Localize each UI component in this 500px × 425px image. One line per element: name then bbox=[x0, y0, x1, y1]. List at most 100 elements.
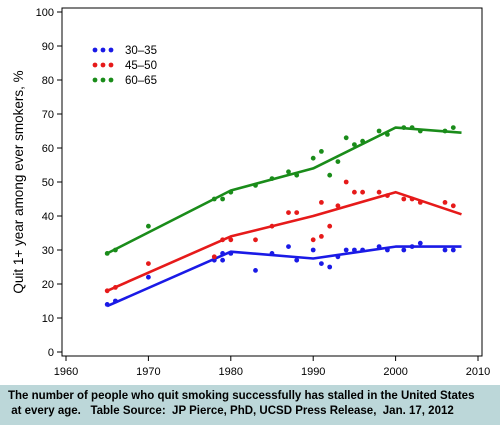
data-point bbox=[146, 274, 151, 280]
data-point bbox=[401, 196, 407, 202]
data-point bbox=[360, 247, 365, 253]
trend-line-1 bbox=[106, 190, 462, 292]
x-tick-label: 2000 bbox=[383, 366, 407, 378]
data-point bbox=[286, 169, 291, 175]
data-point bbox=[294, 172, 300, 178]
data-point bbox=[310, 237, 316, 243]
legend-marker bbox=[100, 62, 106, 68]
y-tick-label: 40 bbox=[42, 211, 54, 223]
legend-label: 60–65 bbox=[125, 75, 157, 87]
data-point bbox=[310, 155, 316, 161]
data-point bbox=[286, 244, 291, 250]
trend-line-2 bbox=[106, 126, 462, 255]
data-point bbox=[211, 254, 217, 260]
data-point bbox=[253, 268, 258, 273]
smoking-quit-chart: 0 10 20 30 40 50 60 70 80 90 100 1960 1970 1980 1990 2… bbox=[11, 7, 490, 378]
data-point bbox=[401, 247, 407, 253]
data-point bbox=[376, 189, 382, 195]
data-point bbox=[211, 257, 217, 263]
data-point bbox=[385, 193, 390, 199]
data-points bbox=[104, 125, 456, 307]
x-tick-label: 1980 bbox=[219, 366, 243, 378]
data-point bbox=[343, 179, 349, 185]
data-point bbox=[104, 288, 110, 294]
legend-marker bbox=[108, 77, 114, 83]
y-tick-label: 70 bbox=[42, 109, 54, 121]
data-point bbox=[385, 132, 390, 137]
data-point bbox=[220, 237, 226, 243]
caption-box: The number of people who quit smoking su… bbox=[0, 385, 500, 425]
data-point bbox=[327, 264, 333, 270]
data-point bbox=[310, 247, 316, 253]
legend-label: 30–35 bbox=[125, 45, 157, 57]
data-point bbox=[417, 240, 423, 246]
data-point bbox=[269, 223, 275, 229]
caption-line-2: at every age. Table Source: JP Pierce, P… bbox=[8, 405, 454, 417]
data-point bbox=[220, 196, 226, 202]
y-tick-label: 30 bbox=[42, 245, 54, 257]
data-point bbox=[343, 135, 349, 141]
y-tick-label: 60 bbox=[42, 143, 54, 155]
y-tick-label: 50 bbox=[42, 177, 54, 189]
data-point bbox=[401, 125, 407, 130]
data-point bbox=[146, 261, 151, 266]
data-point bbox=[385, 247, 390, 253]
y-axis-label: Quit 1+ year among ever smokers, % bbox=[11, 70, 26, 293]
data-point bbox=[352, 247, 357, 253]
data-point bbox=[335, 254, 341, 260]
data-point bbox=[360, 189, 365, 195]
legend-marker bbox=[100, 47, 106, 53]
data-point bbox=[146, 223, 151, 229]
legend-marker bbox=[108, 47, 114, 53]
x-tick-label: 1960 bbox=[54, 366, 78, 378]
plot-frame bbox=[61, 7, 483, 357]
data-point bbox=[442, 128, 448, 134]
y-tick-label: 80 bbox=[42, 75, 54, 87]
data-point bbox=[450, 203, 456, 209]
data-point bbox=[113, 285, 118, 290]
data-point bbox=[327, 223, 333, 229]
data-point bbox=[327, 172, 333, 178]
data-point bbox=[417, 200, 423, 205]
data-point bbox=[409, 196, 415, 202]
data-point bbox=[409, 125, 415, 130]
data-point bbox=[450, 247, 456, 253]
data-point bbox=[343, 247, 349, 253]
y-tick-label: 0 bbox=[48, 347, 54, 359]
data-point bbox=[113, 247, 118, 253]
data-point bbox=[253, 237, 258, 243]
data-point bbox=[352, 189, 357, 195]
data-point bbox=[269, 251, 275, 256]
legend-marker bbox=[100, 77, 106, 83]
data-point bbox=[335, 203, 341, 209]
data-point bbox=[228, 237, 234, 243]
x-tick-label: 1990 bbox=[301, 366, 325, 378]
data-point bbox=[228, 189, 234, 195]
x-tick-label: 2010 bbox=[466, 366, 490, 378]
x-tick-label: 1970 bbox=[136, 366, 160, 378]
data-point bbox=[104, 251, 110, 256]
data-point bbox=[319, 149, 324, 154]
data-point bbox=[286, 210, 291, 216]
chart-area: 0 10 20 30 40 50 60 70 80 90 100 1960 1970 1980 1990 2… bbox=[11, 7, 491, 378]
y-tick-label: 100 bbox=[36, 7, 54, 19]
x-axis: 1960 1970 1980 1990 2000 2010 bbox=[54, 356, 490, 378]
data-point bbox=[220, 251, 226, 256]
data-point bbox=[376, 244, 382, 250]
data-point bbox=[442, 200, 448, 205]
data-point bbox=[450, 125, 456, 130]
legend-marker bbox=[92, 47, 98, 53]
data-point bbox=[319, 234, 324, 239]
legend-marker bbox=[92, 77, 98, 83]
legend-marker bbox=[92, 62, 98, 68]
caption-line-1: The number of people who quit smoking su… bbox=[8, 390, 475, 402]
trend-line-0 bbox=[106, 245, 462, 308]
data-point bbox=[360, 138, 365, 144]
data-point bbox=[294, 210, 300, 216]
data-point bbox=[269, 176, 275, 182]
data-point bbox=[319, 200, 324, 205]
y-axis: 0 10 20 30 40 50 60 70 80 90 100 bbox=[36, 7, 62, 359]
legend-label: 45–50 bbox=[125, 60, 157, 72]
data-point bbox=[376, 128, 382, 134]
y-tick-label: 20 bbox=[42, 279, 54, 291]
